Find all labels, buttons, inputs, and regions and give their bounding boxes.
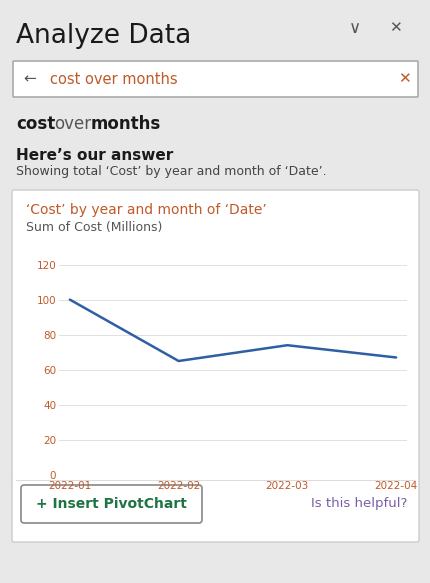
Text: + Insert PivotChart: + Insert PivotChart [36,497,187,511]
Text: over: over [54,115,91,133]
Text: ←: ← [24,72,36,86]
Text: Here’s our answer: Here’s our answer [16,147,173,163]
Text: Sum of Cost (Millions): Sum of Cost (Millions) [26,220,162,234]
Text: cost over months: cost over months [50,72,177,86]
FancyBboxPatch shape [13,61,417,97]
Text: Analyze Data: Analyze Data [16,23,191,49]
Text: Showing total ‘Cost’ by year and month of ‘Date’.: Showing total ‘Cost’ by year and month o… [16,166,326,178]
Text: cost: cost [16,115,55,133]
Text: ✕: ✕ [388,20,400,36]
Text: ∨: ∨ [348,19,360,37]
Text: ✕: ✕ [397,72,409,86]
Text: Is this helpful?: Is this helpful? [310,497,406,511]
Text: ‘Cost’ by year and month of ‘Date’: ‘Cost’ by year and month of ‘Date’ [26,203,266,217]
FancyBboxPatch shape [21,485,202,523]
FancyBboxPatch shape [12,190,418,542]
Text: months: months [91,115,161,133]
